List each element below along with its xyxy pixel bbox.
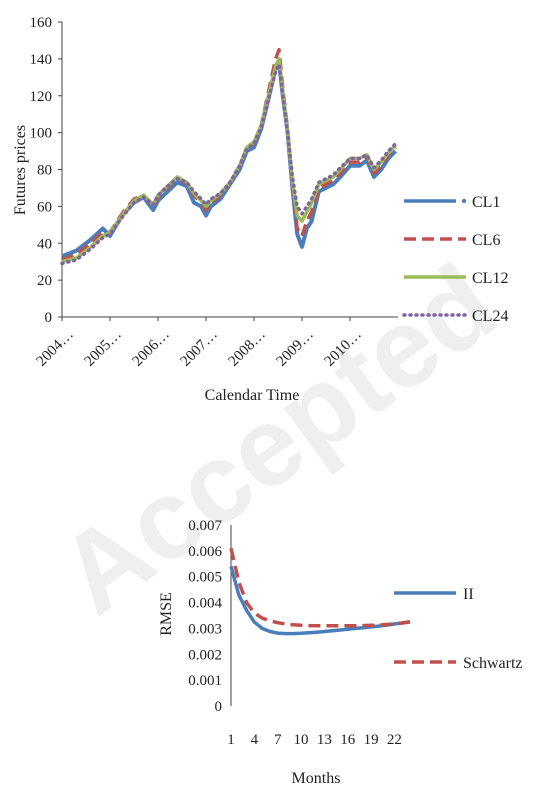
x-tick-label: 13 <box>317 732 332 748</box>
x-tick-label: 2006… <box>130 327 173 370</box>
x-tick-label: 1 <box>227 732 235 748</box>
series-group <box>60 47 398 266</box>
legend: II Schwartz <box>394 586 523 672</box>
legend-swatch-dot <box>461 198 467 204</box>
legend-label: CL24 <box>472 308 508 325</box>
series-line-cl24 <box>60 62 398 266</box>
y-tick-label: 0.005 <box>188 570 222 586</box>
y-axis-title: RMSE <box>158 592 175 636</box>
x-axis-title: Calendar Time <box>205 387 300 404</box>
y-tick-labels: 0 20 40 60 80 100 120 140 160 <box>30 15 62 326</box>
legend-label: II <box>463 586 474 603</box>
y-tick-label: 100 <box>30 126 53 142</box>
x-tick-label: 10 <box>294 732 309 748</box>
y-tick-label: 160 <box>30 15 53 31</box>
y-tick-label: 40 <box>37 236 52 252</box>
series-line-ii <box>229 565 411 636</box>
x-tick-label: 2005… <box>82 327 125 370</box>
y-tick-label: 80 <box>37 163 52 179</box>
x-tick-label: 2007… <box>178 327 221 370</box>
x-tick-label: 16 <box>340 732 356 748</box>
x-tick-label: 7 <box>274 732 282 748</box>
x-tick-label: 2004… <box>34 327 77 370</box>
y-tick-label: 120 <box>30 89 53 105</box>
y-tick-label: 0.006 <box>188 544 222 560</box>
x-tick-label: 19 <box>364 732 379 748</box>
y-tick-label: 0 <box>215 699 223 715</box>
x-axis-title: Months <box>292 770 341 787</box>
x-tick-label: 22 <box>387 732 402 748</box>
y-tick-label: 0.003 <box>188 621 222 637</box>
series-line-schwartz <box>229 547 411 628</box>
x-tick-labels: 1 4 7 10 13 16 19 22 <box>227 732 402 748</box>
legend-label: CL6 <box>472 232 500 249</box>
legend-label: CL1 <box>472 194 500 211</box>
y-tick-label: 0.001 <box>188 673 222 689</box>
x-tick-label: 4 <box>251 732 259 748</box>
legend: CL1 CL6 CL12 CL24 <box>402 194 508 325</box>
y-tick-labels: 0 0.001 0.002 0.003 0.004 0.005 0.006 0.007 <box>188 518 222 715</box>
y-tick-label: 60 <box>37 199 52 215</box>
y-axis-title: Futures prices <box>12 125 29 215</box>
legend-label: CL12 <box>472 270 508 287</box>
y-tick-label: 140 <box>30 52 53 68</box>
y-tick-label: 0.007 <box>188 518 222 534</box>
legend-label: Schwartz <box>463 655 523 672</box>
watermark-text: Accepted <box>37 240 518 637</box>
y-tick-label: 0 <box>45 310 53 326</box>
x-tick-label: 2008… <box>226 327 269 370</box>
y-tick-label: 20 <box>37 273 52 289</box>
y-tick-label: 0.004 <box>188 596 222 612</box>
series-group <box>229 547 411 636</box>
y-tick-label: 0.002 <box>188 647 222 663</box>
